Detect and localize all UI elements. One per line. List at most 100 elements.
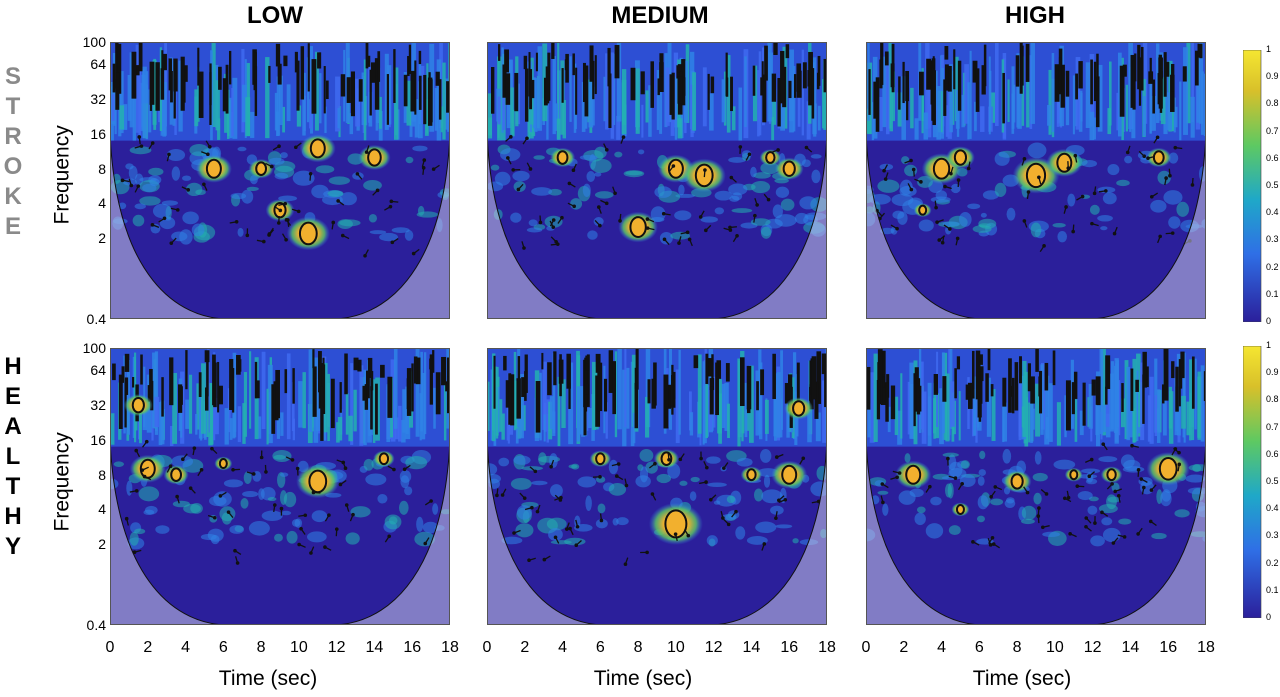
phase-arrow-head xyxy=(549,464,553,469)
streak xyxy=(574,103,577,130)
phase-arrow-head xyxy=(935,220,939,224)
significant-streak xyxy=(651,378,656,409)
streak xyxy=(588,82,594,128)
streak xyxy=(1028,402,1031,443)
phase-arrow-head xyxy=(955,236,960,241)
significant-streak xyxy=(990,384,994,397)
phase-arrow-head xyxy=(1025,490,1030,495)
streak xyxy=(552,353,556,434)
phase-arrow-head xyxy=(1112,231,1117,236)
significant-streak xyxy=(185,350,188,390)
row-letter: K xyxy=(4,183,22,210)
significant-region xyxy=(792,400,806,417)
phase-arrow-head xyxy=(388,204,393,209)
streak xyxy=(889,88,893,132)
significant-streak xyxy=(121,366,125,383)
streak xyxy=(579,386,585,435)
significant-region xyxy=(1010,473,1024,490)
coherence-blob xyxy=(587,230,598,240)
coherence-blob xyxy=(892,210,905,219)
streak xyxy=(764,399,769,434)
coherence-blob xyxy=(904,164,918,177)
significant-streak xyxy=(756,381,759,411)
coherence-blob xyxy=(152,203,172,219)
significant-streak xyxy=(228,50,232,85)
coherence-blob xyxy=(947,454,957,471)
significant-streak xyxy=(358,79,363,102)
significant-streak xyxy=(294,51,298,73)
phase-arrow-head xyxy=(389,199,394,204)
significant-streak xyxy=(932,70,936,126)
streak xyxy=(315,378,319,427)
coherence-blob xyxy=(223,479,244,488)
streak xyxy=(309,99,313,129)
coherence-blob xyxy=(258,488,265,500)
significant-streak xyxy=(254,66,258,116)
coherence-blob xyxy=(925,523,944,539)
significant-streak xyxy=(947,65,952,92)
significant-streak xyxy=(502,64,507,98)
streak xyxy=(160,400,165,445)
coi-shade-right xyxy=(331,439,450,625)
phase-arrow-head xyxy=(774,455,779,459)
coherence-blob xyxy=(1005,497,1015,504)
streak xyxy=(878,97,883,132)
phase-arrow-head xyxy=(671,164,676,168)
coherence-blob xyxy=(229,525,245,534)
phase-arrow-head xyxy=(168,464,173,469)
phase-arrow-head xyxy=(971,540,975,544)
significant-streak xyxy=(118,374,123,430)
phase-arrow-head xyxy=(1084,516,1089,520)
significant-streak xyxy=(1060,64,1065,108)
phase-arrow-head xyxy=(402,467,407,472)
significant-streak xyxy=(647,379,651,404)
phase-arrow-head xyxy=(728,228,733,232)
phase-arrow-head xyxy=(555,242,560,246)
significant-streak xyxy=(1011,377,1015,414)
phase-arrow-head xyxy=(645,226,650,230)
streak xyxy=(335,76,340,132)
phase-arrow-head xyxy=(1190,183,1195,187)
significant-streak xyxy=(1014,362,1019,411)
phase-arrow-head xyxy=(766,197,771,202)
coherence-blob xyxy=(918,219,934,232)
significant-streak xyxy=(339,382,342,413)
phase-arrow-head xyxy=(1130,443,1134,448)
streak xyxy=(1079,410,1084,436)
significant-streak xyxy=(971,350,975,399)
significant-streak xyxy=(715,362,719,416)
coherence-blob xyxy=(945,483,953,498)
streak xyxy=(645,90,649,123)
coherence-blob xyxy=(731,208,753,213)
phase-arrow-head xyxy=(136,184,141,188)
streak xyxy=(110,413,115,445)
coherence-blob xyxy=(792,538,799,544)
phase-arrow-head xyxy=(1090,221,1094,226)
phase-arrow-head xyxy=(269,164,274,169)
significant-streak xyxy=(504,49,509,73)
phase-arrow-head xyxy=(623,562,628,567)
phase-arrow-head xyxy=(777,498,781,503)
significant-streak xyxy=(140,354,143,385)
coherence-blob xyxy=(315,165,335,174)
streak xyxy=(215,80,220,131)
coherence-blob xyxy=(909,488,924,498)
significant-streak xyxy=(711,354,714,390)
streak xyxy=(114,96,117,135)
streak xyxy=(749,365,754,443)
significant-streak xyxy=(1075,73,1078,100)
streak xyxy=(688,391,692,431)
phase-arrow-head xyxy=(516,187,521,192)
coherence-blob xyxy=(755,521,777,534)
colorbar-tick-label: 0.9 xyxy=(1266,367,1279,378)
significant-streak xyxy=(784,382,789,404)
phase-arrow-head xyxy=(598,475,602,479)
coherence-blob xyxy=(775,186,790,198)
streak xyxy=(1056,93,1060,127)
significant-streak xyxy=(957,60,962,111)
streak xyxy=(286,353,291,440)
phase-arrow-head xyxy=(272,503,277,507)
phase-arrow-head xyxy=(755,203,759,207)
streak xyxy=(641,104,644,138)
phase-arrow-head xyxy=(1071,229,1075,234)
